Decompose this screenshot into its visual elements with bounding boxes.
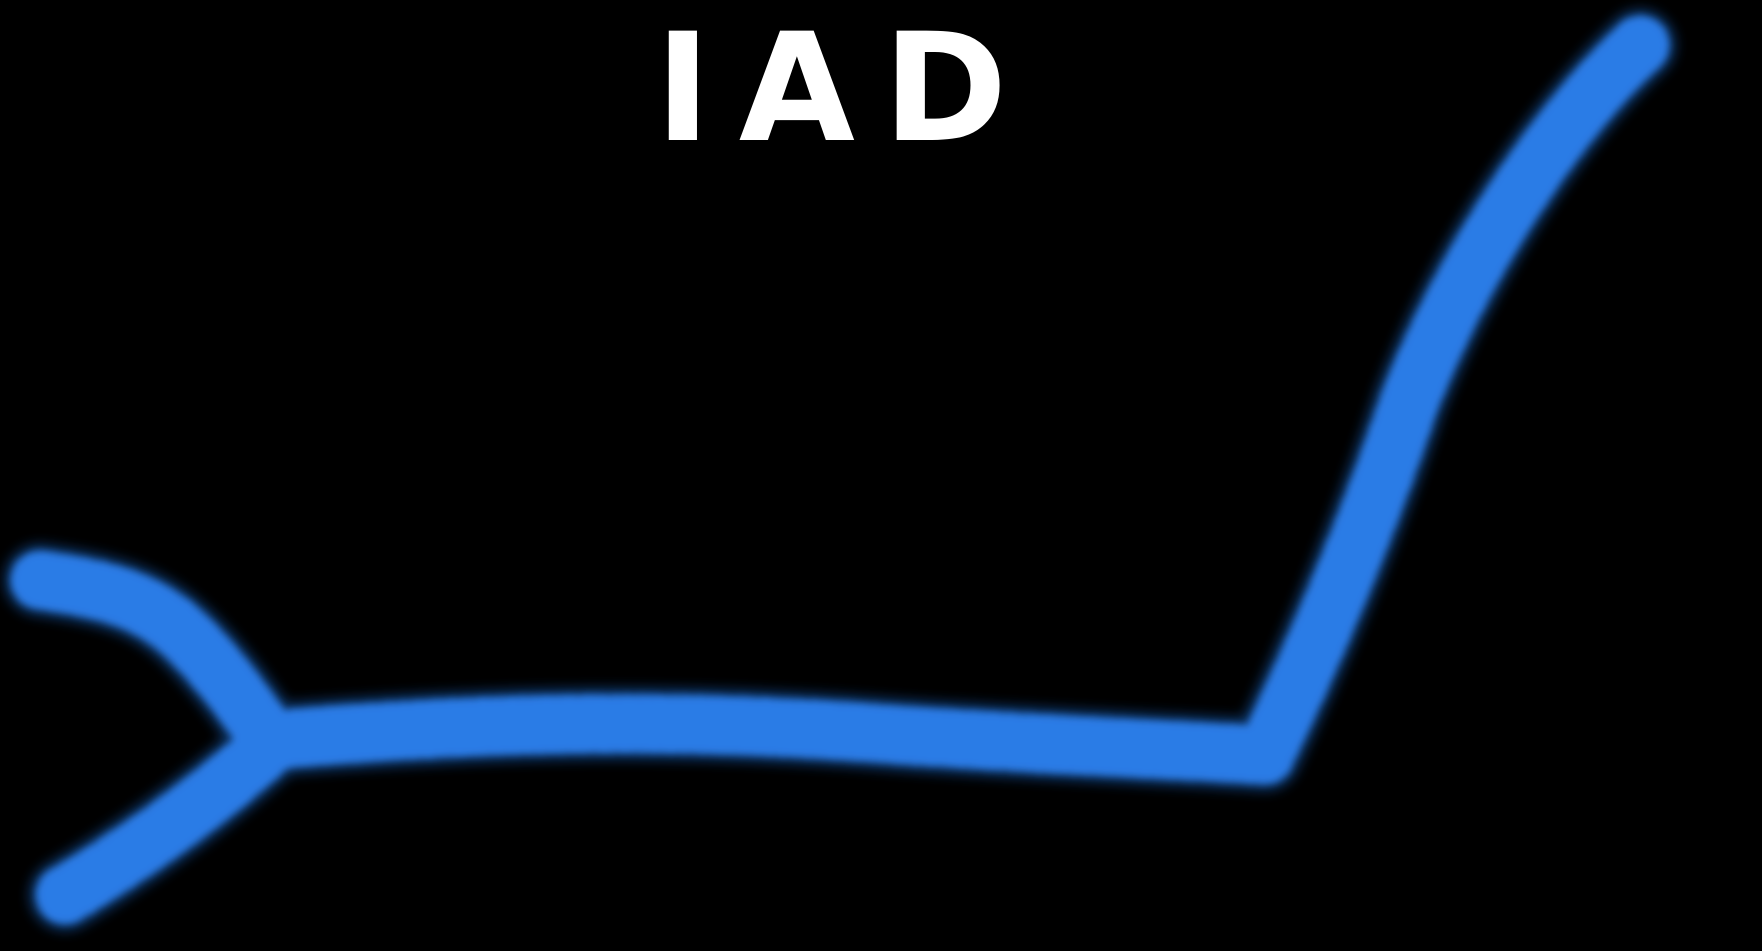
stroke-core-group [11,16,1669,924]
drawing-label: IAD [655,2,1035,176]
upper-left-branch [11,551,299,769]
horizontal-segment [241,694,1294,784]
rising-segment [1236,16,1669,784]
lower-left-branch [36,716,299,924]
